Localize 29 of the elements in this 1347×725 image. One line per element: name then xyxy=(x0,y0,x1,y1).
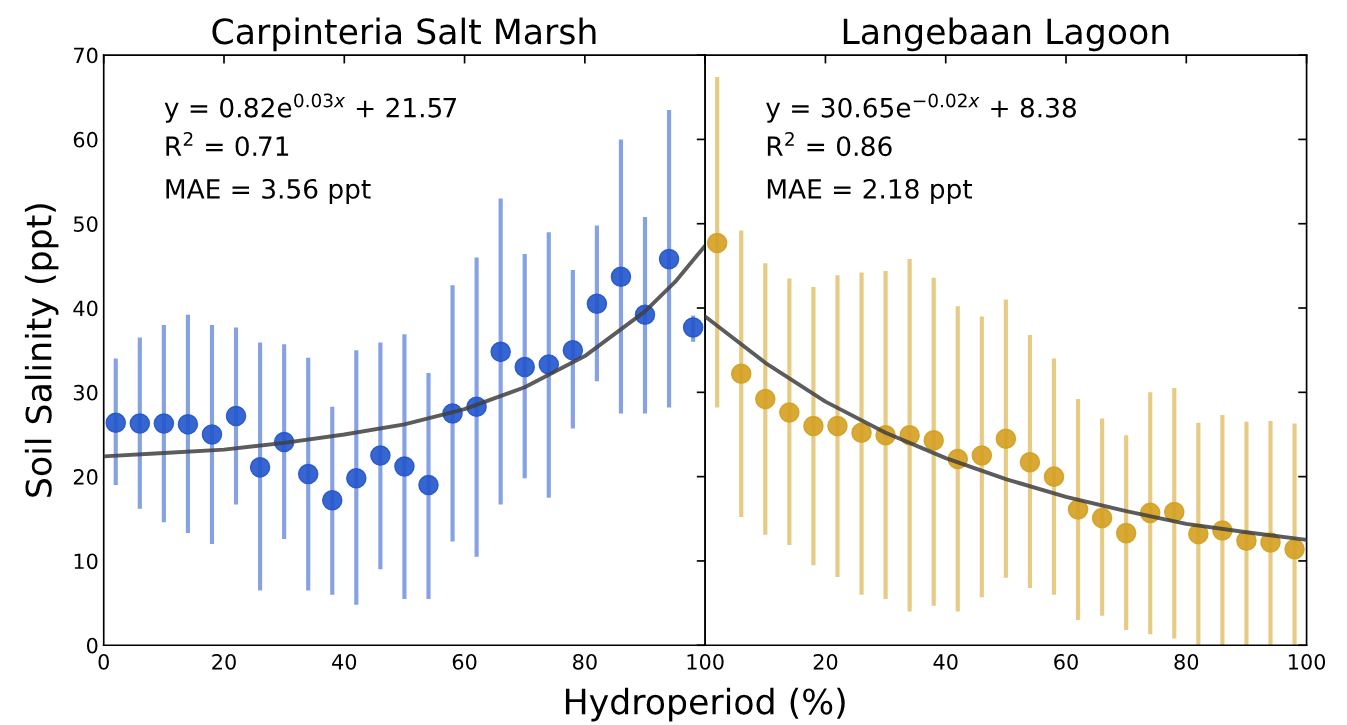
annotation: MAE = 3.56 ppt xyxy=(166,178,371,204)
x-tick-label: 40 xyxy=(933,653,958,670)
y-tick-label: 70 xyxy=(74,47,98,64)
x-tick-label: 0 xyxy=(98,653,109,670)
y-tick-label: 0 xyxy=(86,637,98,654)
chart-title: Langebaan Lagoon xyxy=(843,17,1169,52)
x-tick-label: 60 xyxy=(1054,653,1078,670)
chart-title: Carpinteria Salt Marsh xyxy=(212,17,596,52)
annotation: R$^{2}$ = 0.71 xyxy=(166,131,289,157)
y-tick-label: 60 xyxy=(73,131,98,148)
annotation: MAE = 2.18 ppt xyxy=(767,178,973,204)
x-tick-label: 20 xyxy=(813,653,838,670)
x-tick-label: 20 xyxy=(212,653,236,670)
annotation: R$^{2}$ = 0.86 xyxy=(767,131,892,157)
x-tick-label: 80 xyxy=(1174,653,1199,670)
y-tick-label: 40 xyxy=(73,300,98,317)
y-tick-label: 20 xyxy=(73,469,98,485)
y-tick-label: 30 xyxy=(73,384,98,401)
y-tick-label: 10 xyxy=(74,553,98,570)
y-axis-title: Soil Salinity (ppt) xyxy=(24,204,59,497)
x-tick-label: 80 xyxy=(573,653,597,670)
x-tick-label: 100 xyxy=(1289,653,1326,670)
annotation: y = 30.65e$^{−0.02x}$ + 8.38 xyxy=(766,93,1076,123)
x-tick-label: 40 xyxy=(332,653,357,670)
annotation: y = 0.82e$^{0.03x}$ + 21.57 xyxy=(164,93,456,123)
x-axis-title: Hydroperiod (%) xyxy=(565,687,845,722)
y-tick-label: 50 xyxy=(73,216,98,232)
x-tick-label: 100 xyxy=(687,653,724,670)
x-tick-label: 60 xyxy=(452,653,477,670)
